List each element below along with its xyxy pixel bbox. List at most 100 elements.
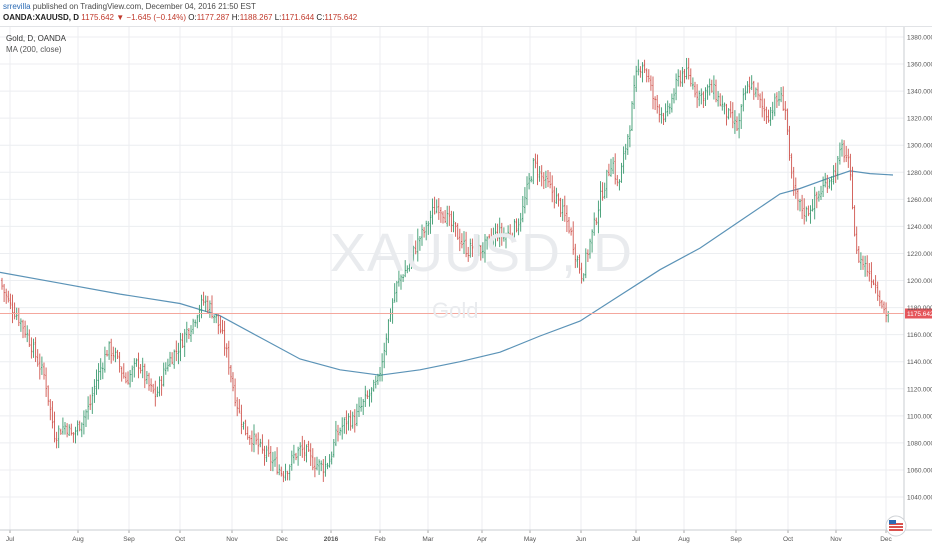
ohlc-bar <box>265 445 268 463</box>
ohlc-bar <box>717 91 719 107</box>
ohlc-bar <box>93 379 96 403</box>
ohlc-bar <box>696 84 698 108</box>
ohlc-bar <box>587 249 589 263</box>
close-value: 1175.642 <box>324 13 358 22</box>
y-tick-label: 1140.000 <box>907 359 932 366</box>
ohlc-bar <box>559 197 562 218</box>
ohlc-bar <box>57 425 60 449</box>
ohlc-bar <box>610 158 612 177</box>
ohlc-bar <box>177 342 180 365</box>
ohlc-bar <box>828 178 831 189</box>
ohlc-bar <box>131 365 134 382</box>
ohlc-bar <box>584 248 587 279</box>
ohlc-bar <box>278 464 281 476</box>
chart-header: srrevilla published on TradingView.com, … <box>0 0 932 27</box>
ohlc-bar <box>211 295 213 319</box>
ohlc-bar <box>181 333 184 349</box>
ohlc-bar <box>446 205 449 227</box>
ohlc-bar <box>524 187 526 214</box>
ohlc-bar <box>631 101 633 132</box>
x-tick-label: Nov <box>226 536 238 543</box>
ohlc-bar <box>700 88 703 105</box>
ohlc-bar <box>433 196 436 215</box>
ohlc-bar <box>398 268 400 287</box>
ohlc-bar <box>815 191 818 209</box>
ohlc-bar <box>314 457 316 478</box>
ohlc-bar <box>645 68 648 83</box>
ohlc-bar <box>641 62 644 83</box>
ohlc-bar <box>486 236 488 250</box>
ohlc-bar <box>715 79 717 103</box>
indicator-legend-ma[interactable]: MA (200, close) <box>6 45 62 54</box>
ohlc-bar <box>708 78 711 96</box>
ohlc-bar <box>855 226 858 254</box>
ohlc-bar <box>196 314 199 329</box>
ohlc-bar <box>618 179 621 191</box>
ohlc-bar <box>624 143 627 160</box>
ohlc-bar <box>555 187 558 204</box>
ohlc-bar <box>731 102 734 129</box>
ohlc-bar <box>582 273 585 282</box>
ohlc-bar <box>843 140 845 163</box>
ohlc-bar <box>267 439 270 457</box>
price-chart[interactable]: 1175.642 1040.000 1060.000 1080.000 1100.00… <box>0 27 932 550</box>
ohlc-bar <box>383 342 386 369</box>
ohlc-bar <box>734 110 736 134</box>
ohlc-bar <box>830 176 833 191</box>
ohlc-bar <box>473 238 476 253</box>
ohlc-bar <box>341 417 344 440</box>
ohlc-bar <box>429 210 432 234</box>
ohlc-bar <box>650 75 652 91</box>
ohlc-bar <box>811 199 814 212</box>
ohlc-bar <box>261 434 264 454</box>
ohlc-bar <box>532 157 535 185</box>
ohlc-bar <box>303 439 306 462</box>
chart-legend-title[interactable]: Gold, D, OANDA <box>6 34 67 43</box>
ohlc-bar <box>847 148 850 168</box>
ohlc-bar <box>290 450 293 471</box>
ohlc-bar <box>807 205 810 217</box>
ohlc-bar <box>883 301 885 314</box>
ohlc-bar <box>826 174 829 194</box>
ohlc-bar <box>839 142 841 165</box>
y-tick-label: 1340.000 <box>907 89 932 96</box>
y-tick-label: 1080.000 <box>907 440 932 447</box>
ohlc-bar <box>318 459 320 475</box>
low-label: L: <box>274 13 282 22</box>
x-tick-label: Jul <box>632 536 641 543</box>
chart-area[interactable]: 1175.642 1040.000 1060.000 1080.000 1100.00… <box>0 27 932 550</box>
ohlc-bar <box>463 231 465 254</box>
ohlc-bar <box>614 153 617 185</box>
ohlc-bar <box>158 376 161 397</box>
ohlc-bar <box>601 182 604 201</box>
published-line: srrevilla published on TradingView.com, … <box>3 2 256 11</box>
ohlc-bar <box>469 238 472 258</box>
ohlc-bar <box>425 220 428 241</box>
ohlc-bars[interactable] <box>1 57 890 483</box>
ohlc-bar <box>282 470 285 483</box>
ohlc-bar <box>326 462 329 470</box>
ohlc-bar <box>366 390 369 400</box>
y-tick-label: 1060.000 <box>907 467 932 474</box>
ohlc-bar <box>209 300 211 318</box>
high-value: 1188.267 <box>239 13 273 22</box>
y-tick-label: 1100.000 <box>907 413 932 420</box>
ohlc-bar <box>301 435 304 458</box>
open-value: 1177.287 <box>196 13 230 22</box>
ohlc-bar <box>34 337 37 362</box>
ohlc-bar <box>580 262 583 284</box>
ohlc-bar <box>345 410 348 435</box>
ohlc-bar <box>230 365 232 383</box>
ohlc-bar <box>801 194 803 219</box>
ohlc-bar <box>475 237 478 255</box>
ohlc-bar <box>358 397 360 417</box>
ohlc-bar <box>605 169 608 199</box>
ohlc-bar <box>511 232 514 243</box>
ohlc-bar <box>232 372 234 392</box>
ohlc-bar <box>288 464 291 481</box>
axes[interactable]: 1040.000 1060.000 1080.000 1100.000 1120.000… <box>0 27 932 543</box>
author-link[interactable]: srrevilla <box>3 2 31 11</box>
ohlc-bar <box>515 218 518 233</box>
ohlc-bar <box>364 385 367 407</box>
x-tick-label: Nov <box>830 536 842 543</box>
